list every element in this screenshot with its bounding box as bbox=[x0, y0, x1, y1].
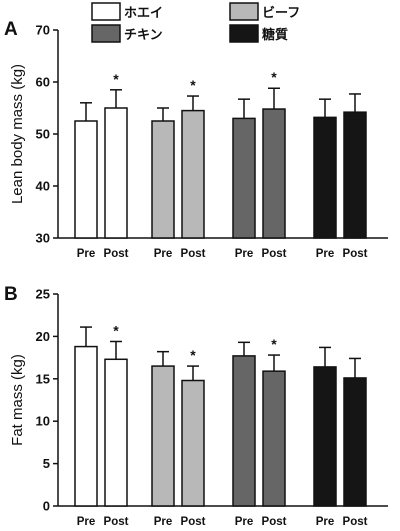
panel-letter: A bbox=[4, 19, 18, 40]
bar bbox=[104, 358, 128, 507]
significance-star: * bbox=[113, 71, 119, 87]
y-tick-label: 15 bbox=[36, 371, 50, 386]
x-tick-label: Pre bbox=[154, 516, 173, 528]
x-tick-label: Post bbox=[104, 516, 129, 528]
y-tick-label: 5 bbox=[43, 456, 50, 471]
y-tick-label: 25 bbox=[36, 287, 50, 302]
significance-star: * bbox=[271, 336, 277, 352]
bar bbox=[343, 377, 367, 507]
bar bbox=[232, 117, 256, 239]
bar bbox=[262, 108, 286, 239]
bar bbox=[74, 345, 98, 507]
x-tick-label: Post bbox=[104, 248, 129, 260]
y-tick-label: 0 bbox=[43, 499, 50, 514]
significance-star: * bbox=[190, 77, 196, 93]
y-tick-label: 10 bbox=[36, 414, 50, 429]
bar bbox=[343, 111, 367, 239]
bar bbox=[104, 107, 128, 239]
y-tick-label: 50 bbox=[36, 127, 50, 142]
x-tick-label: Pre bbox=[154, 248, 173, 260]
y-tick-label: 40 bbox=[36, 179, 50, 194]
y-axis-title: Lean body mass (kg) bbox=[9, 64, 26, 204]
y-tick-label: 60 bbox=[36, 75, 50, 90]
bar bbox=[313, 366, 337, 507]
legend-label: ホエイ bbox=[124, 5, 163, 20]
x-tick-label: Pre bbox=[316, 516, 335, 528]
x-tick-label: Post bbox=[262, 248, 287, 260]
legend-label: チキン bbox=[124, 27, 163, 42]
y-tick-label: 30 bbox=[36, 231, 50, 246]
x-tick-label: Pre bbox=[316, 248, 335, 260]
bar bbox=[151, 365, 175, 507]
legend-swatch bbox=[91, 2, 121, 21]
panel-letter: B bbox=[4, 284, 18, 305]
y-tick-label: 70 bbox=[36, 23, 50, 38]
x-tick-label: Pre bbox=[235, 248, 254, 260]
bar bbox=[262, 370, 286, 507]
significance-star: * bbox=[271, 69, 277, 85]
legend-swatch bbox=[91, 24, 121, 43]
legend-label: ビーフ bbox=[262, 5, 300, 20]
legend-swatch bbox=[229, 24, 259, 43]
bar bbox=[232, 355, 256, 507]
x-tick-label: Post bbox=[343, 516, 368, 528]
x-tick-label: Post bbox=[181, 516, 206, 528]
significance-star: * bbox=[113, 322, 119, 338]
bar bbox=[181, 379, 205, 507]
y-tick-label: 20 bbox=[36, 329, 50, 344]
legend-swatch bbox=[229, 2, 259, 21]
x-tick-label: Pre bbox=[77, 516, 96, 528]
bar bbox=[74, 120, 98, 239]
x-tick-label: Pre bbox=[235, 516, 254, 528]
bar bbox=[151, 120, 175, 239]
panel-b-chart: B Fat mass (kg) 0 5 10 15 20 25 Pre * Post Pre * Post… bbox=[4, 284, 388, 528]
bar bbox=[313, 116, 337, 239]
x-tick-label: Post bbox=[262, 516, 287, 528]
y-axis-title: Fat mass (kg) bbox=[9, 354, 26, 446]
bar bbox=[181, 109, 205, 239]
x-tick-label: Post bbox=[343, 248, 368, 260]
x-tick-label: Pre bbox=[77, 248, 96, 260]
significance-star: * bbox=[190, 347, 196, 363]
x-tick-label: Post bbox=[181, 248, 206, 260]
panel-a-chart: A Lean body mass (kg) 30 40 50 60 70 Pre * Post Pr… bbox=[4, 19, 388, 260]
legend-label: 糖質 bbox=[262, 27, 288, 42]
